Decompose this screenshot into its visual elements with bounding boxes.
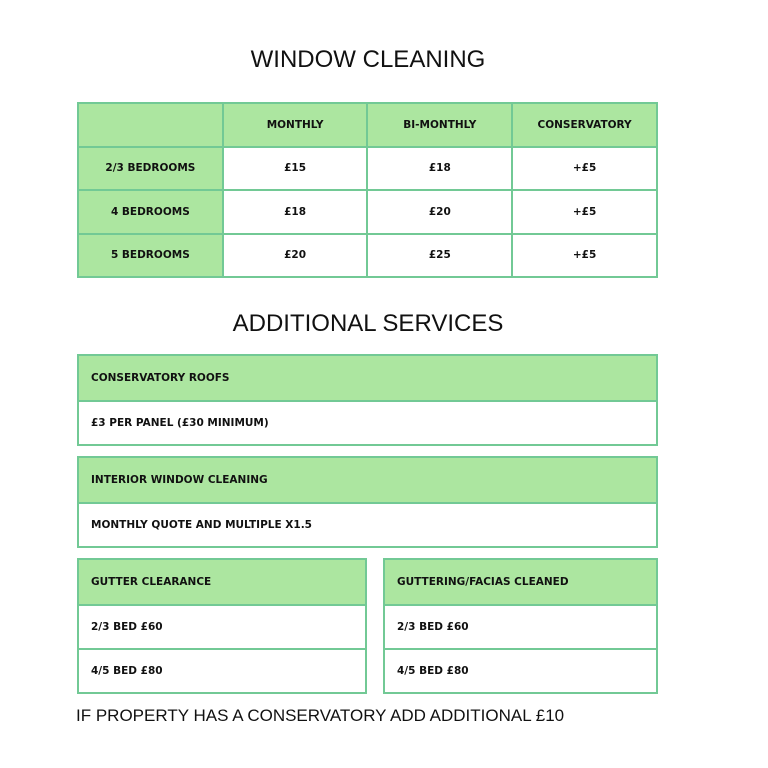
service-title: CONSERVATORY ROOFS [79,356,656,400]
price-cell: +£5 [511,145,658,191]
price-cell: £18 [366,145,514,191]
price-cell: £25 [366,232,514,278]
service-box-guttering-facias: GUTTERING/FACIAS CLEANED 2/3 BED £60 4/5… [383,558,658,694]
row-label: 2/3 BEDROOMS [77,145,224,191]
footer-note: IF PROPERTY HAS A CONSERVATORY ADD ADDIT… [76,706,565,725]
table-row: 5 BEDROOMS £20 £25 +£5 [77,232,658,278]
service-box-conservatory-roofs: CONSERVATORY ROOFS £3 PER PANEL (£30 MIN… [77,354,658,446]
price-cell: +£5 [511,232,658,278]
row-label: 5 BEDROOMS [77,232,224,278]
service-box-gutter-clearance: GUTTER CLEARANCE 2/3 BED £60 4/5 BED £80 [77,558,367,694]
service-box-interior-cleaning: INTERIOR WINDOW CLEANING MONTHLY QUOTE A… [77,456,658,548]
service-line: MONTHLY QUOTE AND MULTIPLE X1.5 [79,502,656,546]
service-line: 4/5 BED £80 [385,648,656,692]
table-row: 4 BEDROOMS £18 £20 +£5 [77,189,658,235]
section-title: ADDITIONAL SERVICES [232,310,504,337]
price-cell: +£5 [511,189,658,235]
header-cell [77,102,224,148]
price-cell: £15 [221,145,369,191]
header-cell: MONTHLY [221,102,369,148]
pricing-table: MONTHLY BI-MONTHLY CONSERVATORY 2/3 BEDR… [77,102,658,278]
service-title: GUTTERING/FACIAS CLEANED [385,560,656,604]
table-header-row: MONTHLY BI-MONTHLY CONSERVATORY [77,102,658,148]
price-cell: £20 [366,189,514,235]
service-line: 2/3 BED £60 [385,604,656,648]
service-line: £3 PER PANEL (£30 MINIMUM) [79,400,656,444]
price-cell: £18 [221,189,369,235]
header-cell: BI-MONTHLY [366,102,514,148]
service-line: 4/5 BED £80 [79,648,365,692]
service-title: GUTTER CLEARANCE [79,560,365,604]
price-cell: £20 [221,232,369,278]
header-cell: CONSERVATORY [511,102,658,148]
service-title: INTERIOR WINDOW CLEANING [79,458,656,502]
table-row: 2/3 BEDROOMS £15 £18 +£5 [77,145,658,191]
row-label: 4 BEDROOMS [77,189,224,235]
page-title: WINDOW CLEANING [250,46,486,73]
service-line: 2/3 BED £60 [79,604,365,648]
